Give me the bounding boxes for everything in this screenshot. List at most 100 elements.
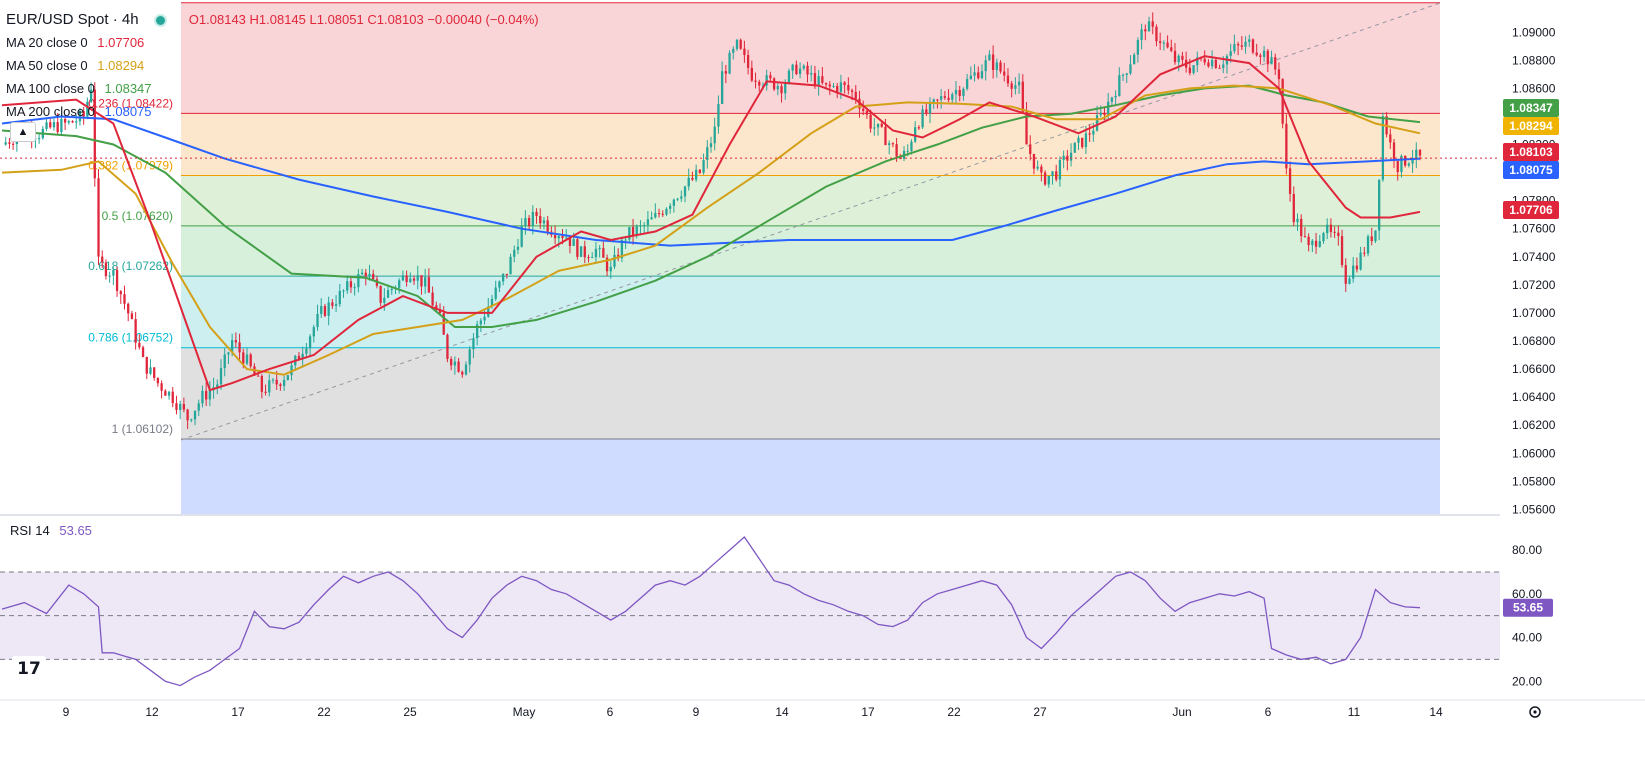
- candle-body: [89, 89, 93, 102]
- legend-ma200[interactable]: MA 200 close 0 1.08075: [6, 100, 539, 123]
- candle-body: [1370, 236, 1373, 242]
- candle-body: [843, 82, 846, 86]
- candle-body: [817, 76, 820, 87]
- ma200-line: [1, 115, 1421, 247]
- candle-body: [594, 248, 598, 258]
- candle-body: [1285, 123, 1288, 169]
- candle-body: [1322, 233, 1325, 242]
- rsi-tick-label: 20.00: [1512, 674, 1542, 688]
- candle-body: [873, 127, 876, 129]
- candle-body: [153, 367, 156, 378]
- candle-body: [104, 262, 108, 277]
- candle-body: [1055, 171, 1058, 180]
- candle-body: [1214, 59, 1217, 68]
- candle-body: [576, 239, 579, 257]
- candle-body: [1151, 21, 1154, 27]
- candle-body: [1274, 57, 1277, 70]
- candle-body: [56, 122, 59, 133]
- candle-body: [869, 114, 872, 129]
- candle-body: [958, 89, 961, 97]
- candle-body: [4, 142, 7, 145]
- legend-ma50[interactable]: MA 50 close 0 1.08294: [6, 54, 539, 77]
- candle-body: [308, 336, 312, 349]
- candle-body: [8, 142, 11, 144]
- price-badge: [1503, 161, 1559, 179]
- candle-body: [1300, 218, 1303, 237]
- candle-body: [1240, 45, 1243, 47]
- candle-body: [691, 177, 694, 180]
- x-tick-label: 17: [861, 705, 875, 719]
- candle-body: [706, 147, 709, 160]
- candle-body: [1069, 152, 1073, 161]
- candle-body: [1407, 163, 1411, 166]
- trend-line: [180, 2, 1441, 441]
- fib-zone: [181, 438, 1440, 515]
- legend-ma50-label: MA 50 close 0: [6, 58, 88, 73]
- candle-body: [305, 348, 308, 354]
- candle-body: [746, 55, 750, 68]
- candle-body: [1307, 236, 1310, 246]
- candle-body: [847, 85, 850, 91]
- x-tick-label: May: [513, 705, 536, 719]
- candle-body: [850, 90, 854, 92]
- candle-body: [409, 278, 412, 283]
- candle-body: [1344, 265, 1347, 284]
- candle-body: [1281, 79, 1284, 124]
- candle-body: [223, 354, 226, 369]
- candle-body: [323, 306, 327, 316]
- x-tick-label: 12: [145, 705, 159, 719]
- candle-body: [63, 118, 67, 123]
- candle-body: [112, 269, 115, 276]
- candle-body: [1121, 74, 1125, 76]
- candle-body: [928, 101, 932, 114]
- fib-zone: [181, 225, 1440, 277]
- candle-body: [160, 383, 163, 391]
- legend-ma20[interactable]: MA 20 close 0 1.07706: [6, 31, 539, 54]
- candle-body: [1326, 224, 1329, 234]
- candle-body: [282, 379, 286, 386]
- candle-body: [520, 225, 523, 247]
- fib-zone: [181, 2, 1440, 114]
- x-tick-label: 6: [1265, 705, 1272, 719]
- rsi-tick-label: 40.00: [1512, 631, 1542, 645]
- candle-body: [186, 409, 189, 421]
- rsi-legend[interactable]: RSI 14 53.65: [10, 523, 92, 538]
- candle-body: [1021, 81, 1024, 112]
- candle-body: [758, 81, 761, 86]
- candle-body: [527, 218, 531, 226]
- candle-body: [1133, 54, 1136, 65]
- legend-ma100[interactable]: MA 100 close 0 1.08347: [6, 77, 539, 100]
- candle-body: [1262, 50, 1266, 57]
- candle-body: [171, 391, 174, 404]
- candle-body: [1352, 265, 1355, 279]
- settings-icon[interactable]: [1529, 706, 1541, 718]
- legend-collapse-button[interactable]: ▲: [10, 122, 36, 142]
- candle-body: [108, 275, 111, 277]
- rsi-tick-label: 80.00: [1512, 543, 1542, 557]
- candle-body: [724, 71, 727, 74]
- candle-body: [810, 73, 813, 75]
- rsi-tick-label: 60.00: [1512, 587, 1542, 601]
- ohlc-readout: O1.08143 H1.08145 L1.08051 C1.08103 −0.0…: [188, 12, 539, 27]
- candle-body: [988, 54, 991, 61]
- candle-body: [891, 143, 895, 145]
- candle-body: [1270, 57, 1273, 65]
- candle-body: [1411, 159, 1414, 164]
- legend-ma20-value: 1.07706: [97, 35, 145, 50]
- tradingview-logo-icon[interactable]: 17: [12, 656, 46, 682]
- candle-body: [832, 85, 835, 87]
- candle-body: [1173, 50, 1177, 63]
- candle-body: [921, 109, 924, 128]
- candle-body: [1017, 81, 1021, 86]
- candle-body: [951, 94, 954, 100]
- candle-body: [1203, 58, 1206, 63]
- candle-body: [643, 224, 646, 226]
- candle-body: [286, 375, 289, 380]
- candle-body: [1355, 265, 1359, 270]
- candle-body: [279, 384, 282, 386]
- candle-body: [1058, 159, 1062, 180]
- candle-body: [1207, 62, 1210, 67]
- symbol-title[interactable]: EUR/USD Spot · 4h: [6, 11, 139, 28]
- candle-body: [802, 65, 805, 69]
